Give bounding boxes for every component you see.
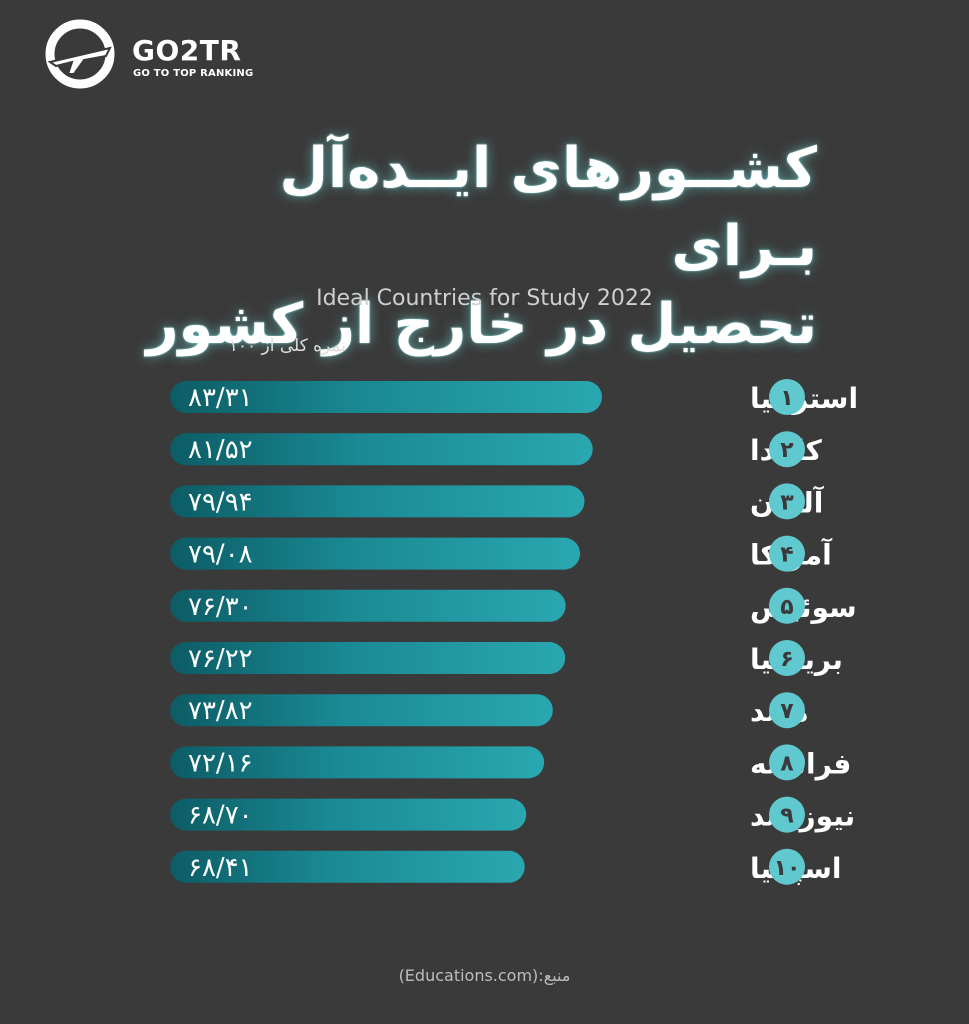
- rank-number-10: ۱۰: [774, 856, 801, 881]
- chart-title: کشــورهای ایــده‌آل بـرای تحصیل در خارج …: [117, 130, 817, 364]
- bar-6: [170, 642, 566, 674]
- rank-number-5: ۵: [780, 595, 793, 620]
- rank-badge-7: [769, 692, 805, 729]
- brand-name: GO2TR: [132, 34, 242, 67]
- bar-value-label-1: ۸۳/۳۱: [188, 383, 253, 413]
- rank-badge-6: [769, 640, 805, 676]
- rank-badge-9: [769, 796, 805, 833]
- bar-value-label-3: ۷۹/۹۴: [188, 487, 253, 517]
- rank-number-6: ۶: [780, 647, 793, 672]
- rank-number-9: ۹: [780, 804, 793, 829]
- bar-4: [170, 537, 581, 570]
- chart-title-line-2: تحصیل در خارج از کشور: [146, 292, 817, 357]
- bar-8: [170, 746, 545, 779]
- bar-2: [170, 433, 593, 466]
- value-axis-label: نمره کلی از ۱۰۰: [228, 336, 346, 356]
- rank-badge-8: [769, 744, 805, 781]
- rank-badge-5: [769, 587, 805, 624]
- rank-number-8: ۸: [780, 751, 794, 776]
- bar-1: [170, 381, 602, 413]
- rank-number-4: ۴: [780, 543, 793, 568]
- bar-5: [170, 589, 566, 622]
- bar-value-label-6: ۷۶/۲۲: [188, 644, 253, 674]
- rank-badge-10: [769, 848, 805, 885]
- bar-value-label-2: ۸۱/۵۲: [188, 435, 253, 465]
- chart-title-line-1: کشــورهای ایــده‌آل بـرای: [279, 136, 817, 279]
- brand-logo: GO2TR GO TO TOP RANKING: [44, 18, 304, 98]
- brand-tagline: GO TO TOP RANKING: [133, 68, 254, 79]
- rank-badge-1: [769, 379, 805, 415]
- rank-badge-4: [769, 535, 805, 572]
- bar-9: [170, 798, 527, 831]
- rank-number-2: ۲: [780, 438, 794, 463]
- chart-subtitle: Ideal Countries for Study 2022: [316, 286, 653, 311]
- bar-value-label-9: ۶۸/۷۰: [188, 801, 253, 831]
- bar-value-label-5: ۷۶/۳۰: [188, 592, 253, 622]
- rank-number-1: ۱: [780, 386, 793, 411]
- bar-7: [170, 694, 553, 727]
- bar-10: [170, 850, 525, 883]
- source-note: (Educations.com):منبع: [398, 966, 571, 985]
- bar-value-label-8: ۷۲/۱۶: [188, 748, 253, 778]
- rank-badge-3: [769, 483, 805, 520]
- airplane-globe-icon: [45, 19, 115, 89]
- rank-number-7: ۷: [780, 699, 794, 724]
- bar-value-label-10: ۶۸/۴۱: [188, 853, 253, 883]
- rank-number-3: ۳: [780, 490, 794, 515]
- bar-3: [170, 485, 585, 518]
- rank-badge-2: [769, 431, 805, 468]
- bar-value-label-7: ۷۳/۸۲: [188, 696, 253, 726]
- bar-value-label-4: ۷۹/۰۸: [188, 540, 253, 570]
